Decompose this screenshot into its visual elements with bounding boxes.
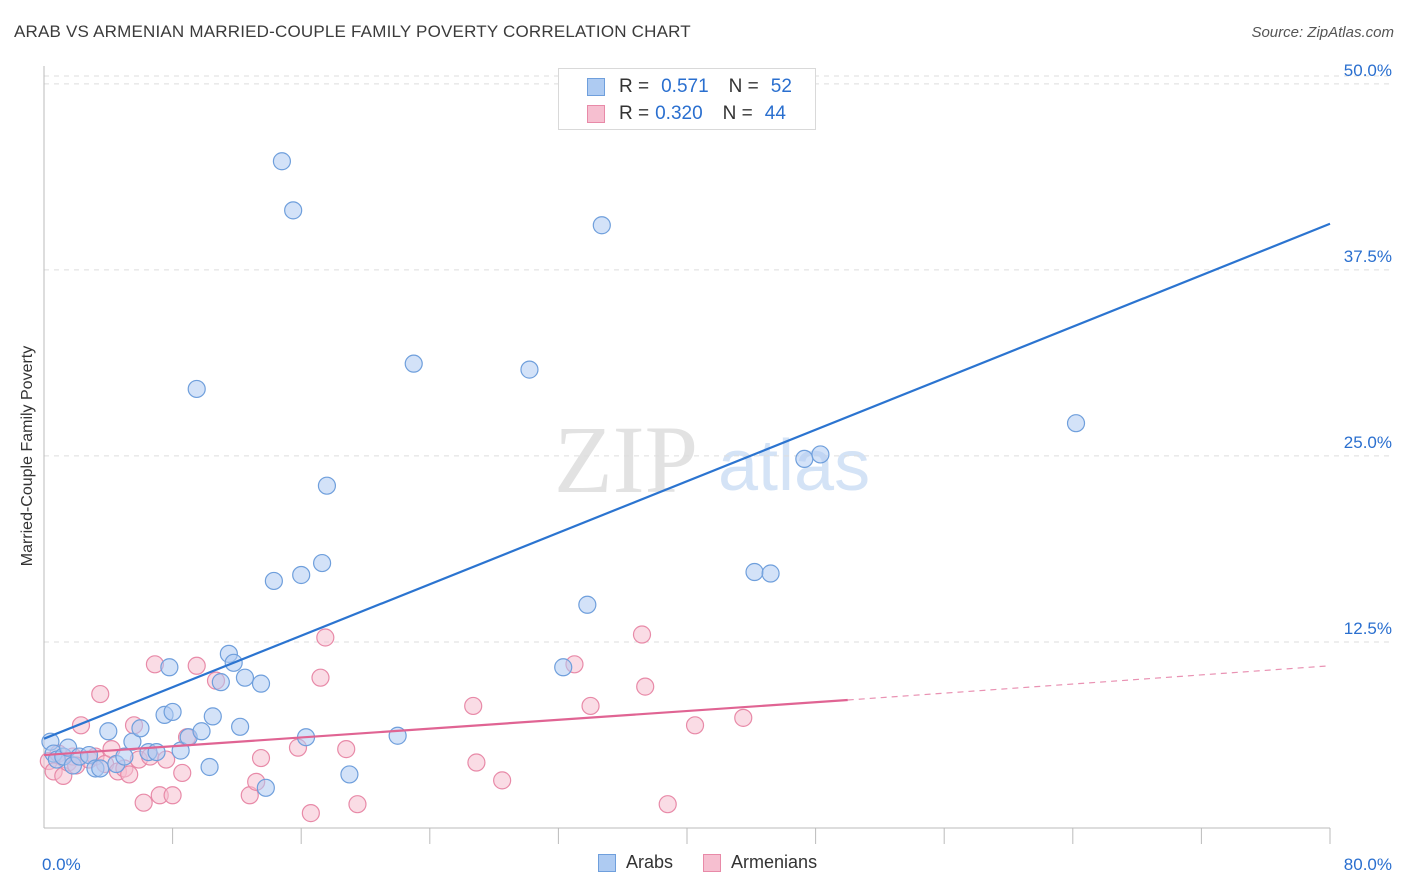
armenian-point — [120, 765, 139, 784]
data-points — [39, 152, 1086, 823]
arab-point — [264, 571, 283, 591]
legend-r-label: R = — [619, 76, 650, 97]
y-tick-label: 12.5% — [1344, 619, 1392, 638]
legend-r-label: R = — [619, 103, 650, 124]
arabs-trend-line — [43, 222, 1331, 740]
armenians-legend-label: Armenians — [731, 852, 818, 872]
armenian-point — [685, 716, 705, 735]
armenian-point — [311, 668, 330, 687]
arab-point — [235, 668, 255, 687]
arab-point — [578, 595, 597, 614]
legend-item-arabs[interactable]: Arabs — [598, 852, 673, 873]
watermark-zip: ZIP — [554, 406, 698, 513]
arab-point — [404, 354, 423, 373]
arab-point — [211, 673, 230, 692]
armenian-point — [348, 795, 367, 814]
legend-n-label: N = — [728, 76, 759, 97]
arab-point — [292, 565, 311, 585]
armenian-point — [173, 763, 192, 783]
arab-point — [1066, 414, 1086, 433]
armenian-point — [734, 708, 753, 727]
arab-point — [163, 702, 182, 722]
arab-point — [317, 476, 337, 495]
y-tick-label: 50.0% — [1344, 61, 1392, 80]
arabs-legend-swatch — [598, 853, 616, 872]
armenian-point — [91, 684, 110, 704]
arab-point — [592, 216, 611, 235]
armenian-point — [163, 786, 182, 805]
arabs-legend-label: Arabs — [626, 852, 674, 872]
legend-r-value: 0.571 — [661, 76, 709, 97]
arab-point — [91, 759, 110, 778]
armenians-legend-swatch — [703, 853, 722, 872]
arab-point — [272, 152, 292, 171]
legend-r-value: 0.320 — [655, 103, 703, 124]
arabs-swatch — [587, 78, 605, 96]
armenian-point — [337, 740, 356, 759]
correlation-legend: R = 0.571 N = 52 R = 0.320 N = 44 — [558, 68, 816, 130]
x-tick-label: 80.0% — [1344, 855, 1392, 874]
armenian-point — [316, 628, 335, 647]
legend-row-arabs: R = 0.571 N = 52 — [559, 75, 792, 99]
trend-lines — [43, 222, 1331, 757]
armenian-point — [581, 696, 600, 716]
armenians-swatch — [587, 105, 605, 123]
arab-point — [123, 732, 142, 751]
arab-point — [131, 719, 150, 738]
arab-point — [99, 722, 118, 741]
legend-n-value: 52 — [770, 76, 792, 97]
armenian-point — [467, 753, 486, 772]
arab-point — [203, 707, 222, 726]
armenian-point — [134, 793, 153, 812]
watermark: ZIP atlas — [554, 406, 870, 513]
chart-title: ARAB VS ARMENIAN MARRIED-COUPLE FAMILY P… — [14, 22, 691, 41]
source-label[interactable]: Source: ZipAtlas.com — [1251, 24, 1394, 41]
armenian-point — [636, 677, 655, 696]
arab-point — [187, 379, 206, 399]
arab-point — [761, 564, 780, 583]
y-tick-label: 37.5% — [1344, 247, 1392, 266]
armenians-trend-extension — [847, 665, 1331, 701]
arab-point — [115, 747, 134, 766]
legend-row-armenians: R = 0.320 N = 44 — [559, 102, 786, 126]
axes — [43, 66, 1331, 844]
legend-n-label: N = — [722, 103, 753, 124]
armenian-point — [658, 795, 677, 814]
armenian-point — [187, 656, 206, 675]
arab-point — [811, 445, 830, 464]
arab-point — [251, 674, 271, 693]
arab-point — [554, 658, 573, 677]
arab-point — [312, 553, 332, 573]
arab-point — [256, 778, 275, 797]
x-tick-label: 0.0% — [42, 855, 81, 874]
arab-point — [795, 449, 814, 469]
armenian-point — [493, 771, 512, 790]
arab-point — [160, 658, 179, 677]
arab-point — [200, 757, 219, 777]
y-tick-label: 25.0% — [1344, 433, 1392, 452]
legend-item-armenians[interactable]: Armenians — [703, 852, 817, 873]
armenian-point — [301, 804, 320, 823]
tick-labels: 12.5% 25.0% 37.5% 50.0% 0.0% 80.0% — [42, 61, 1392, 874]
armenians-trend-line — [43, 698, 848, 757]
grid-lines — [44, 75, 1392, 643]
arab-point — [340, 765, 359, 784]
arab-point — [231, 717, 250, 736]
arab-point — [745, 562, 764, 582]
arab-point — [284, 201, 303, 220]
legend-n-value: 44 — [764, 103, 786, 124]
arab-point — [192, 722, 211, 741]
arab-point — [520, 360, 539, 379]
armenian-point — [251, 748, 271, 768]
armenian-point — [632, 625, 652, 644]
series-legend: Arabs Armenians — [598, 852, 847, 873]
armenian-point — [464, 696, 483, 716]
